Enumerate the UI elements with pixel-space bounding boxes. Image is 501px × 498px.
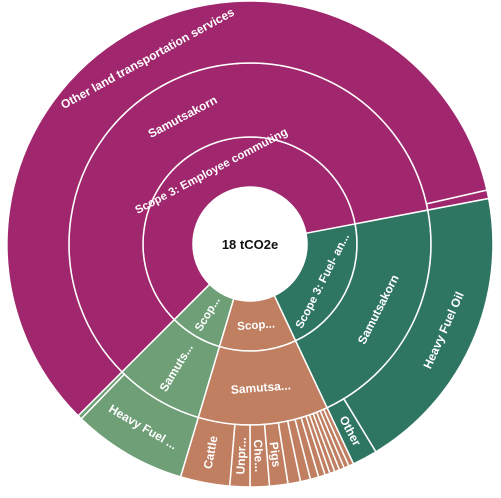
label-inner-2: Scop... <box>237 318 275 333</box>
center-hole <box>193 187 307 301</box>
label-outer-16: Unpr... <box>233 437 249 475</box>
label-outer-15: Che... <box>251 439 266 472</box>
label-outer-14: Pigs <box>267 441 284 468</box>
sunburst-rings <box>6 0 494 488</box>
label-outer-17: Cattle <box>201 434 221 470</box>
center-total-label: 18 tCO2e <box>222 237 278 252</box>
segment-outer-19[interactable] <box>77 370 126 420</box>
label-middle-2: Samutsa... <box>230 378 291 396</box>
segment-outer-0[interactable] <box>6 0 488 417</box>
